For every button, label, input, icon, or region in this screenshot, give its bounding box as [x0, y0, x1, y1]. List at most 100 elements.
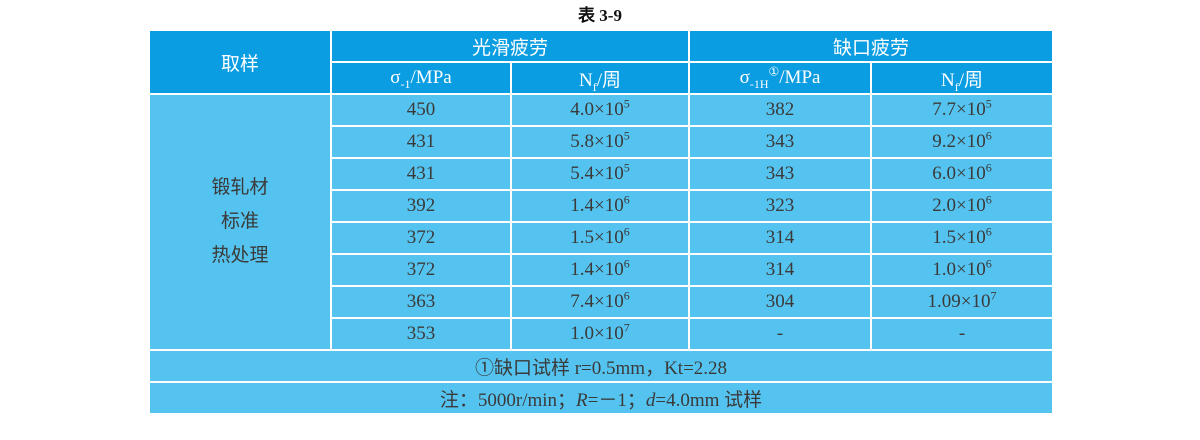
text-segment: =4.0mm 试样: [655, 389, 763, 411]
text-segment: 6: [985, 224, 992, 239]
table-cell: 1.0×107: [509, 317, 691, 351]
table-cell: 392: [330, 189, 512, 223]
table-cell: 光滑疲劳: [329, 29, 691, 63]
text-segment: 6: [985, 128, 992, 143]
table-cell: 372: [330, 221, 512, 255]
table-cell: 锻轧材 标准 热处理: [148, 93, 332, 351]
stress: 372: [406, 259, 436, 280]
sample-line: 标准: [220, 211, 259, 232]
table-cell: Nf/周: [870, 61, 1055, 95]
table-cell: Nf/周: [509, 61, 691, 95]
data-row: 锻轧材 标准 热处理 450 4.0×105 382 7.7×105: [148, 93, 1055, 351]
header-text: 缺口疲劳: [833, 37, 910, 59]
text-segment: 5: [985, 96, 992, 111]
table-cell: 取样: [148, 29, 332, 95]
table-cell: 450: [330, 93, 512, 127]
text-segment: 1.0×10: [570, 323, 624, 344]
sample-line: 锻轧材: [211, 177, 269, 198]
text-segment: /周: [958, 69, 984, 91]
table-cell: σ-1H①/MPa: [688, 61, 873, 95]
text-segment: 5: [623, 96, 630, 111]
table-cell: 323: [688, 189, 873, 223]
text-segment: f: [954, 79, 959, 94]
table-cell: 431: [330, 125, 512, 159]
data-row: 363 7.4×106 304 1.09×107: [149, 285, 1055, 319]
stress: 314: [765, 227, 795, 248]
sample-line: 热处理: [211, 245, 269, 266]
data-row: 372 1.5×106 314 1.5×106: [149, 221, 1055, 255]
table-cell: 343: [688, 125, 873, 159]
table-cell: 1.09×107: [870, 285, 1055, 319]
stress: 353: [406, 323, 436, 344]
text-segment: 5.8×10: [570, 131, 624, 152]
table-cell: 314: [688, 221, 873, 255]
data-table: 取样 光滑疲劳 缺口疲劳 σ-1/MPa Nf/周 σ-1H①/MPa Nf/周 锻轧材 标准热…: [147, 29, 1055, 415]
text-segment: 1.4×10: [570, 195, 624, 216]
table-cell: 1.0×106: [870, 253, 1055, 287]
table-title: 表 3-9: [578, 6, 622, 25]
table-cell: 372: [330, 253, 512, 287]
text-segment: /MPa: [410, 67, 452, 88]
table-cell: 9.2×106: [870, 125, 1055, 159]
table-cell: 1.5×106: [509, 221, 691, 255]
text-segment: 注：5000r/min；: [439, 389, 577, 411]
header-text: 光滑疲劳: [472, 37, 549, 59]
table-cell: 7.7×105: [870, 93, 1055, 127]
text-segment: 2.0×10: [932, 195, 986, 216]
header-row: 取样 光滑疲劳 缺口疲劳: [148, 29, 1055, 95]
text-segment: /周: [596, 69, 622, 91]
data-row: 392 1.4×106 323 2.0×106: [149, 189, 1055, 223]
text-segment: d: [645, 389, 656, 411]
text-segment: 6: [623, 288, 630, 303]
text-segment: R: [576, 389, 588, 411]
text-segment: 1.0×10: [932, 259, 986, 280]
stress: 363: [406, 291, 436, 312]
table-cell: 1.4×106: [509, 253, 691, 287]
text-segment: 7: [990, 288, 997, 303]
data-row: 431 5.8×105 343 9.2×106: [149, 125, 1055, 159]
table-cell: 353: [330, 317, 512, 351]
stress: 392: [406, 195, 436, 216]
text-segment: 6: [985, 256, 992, 271]
text-segment: N: [941, 69, 955, 91]
text-segment: 6.0×10: [932, 163, 986, 184]
table-cell: σ-1/MPa: [330, 61, 512, 95]
text-segment: f: [592, 79, 597, 94]
table-cell: 1.5×106: [870, 221, 1055, 255]
stress: 343: [765, 163, 795, 184]
text-segment: 1.4×10: [570, 259, 624, 280]
text-segment: 1.09×10: [927, 291, 991, 312]
text-segment: 4.0×10: [570, 99, 624, 120]
text-segment: 5: [623, 160, 630, 175]
text-segment: 7: [623, 320, 630, 335]
stress: -: [776, 323, 784, 344]
table-cell: 7.4×106: [509, 285, 691, 319]
stress: 382: [765, 99, 795, 120]
data-row: 372 1.4×106 314 1.0×106: [149, 253, 1055, 287]
table-cell: 1.4×106: [509, 189, 691, 223]
stress: 343: [765, 131, 795, 152]
text-segment: 6: [623, 224, 630, 239]
data-row: 431 5.4×105 343 6.0×106: [149, 157, 1055, 191]
text-segment: 6: [985, 192, 992, 207]
table-cell: 431: [330, 157, 512, 191]
table-cell: 5.4×105: [509, 157, 691, 191]
table-cell: 4.0×105: [509, 93, 691, 127]
table-cell: -: [688, 317, 873, 351]
text-segment: 5: [623, 128, 630, 143]
text-segment: ①缺口试样 r=0.5mm，Kt=2.28: [474, 357, 728, 379]
text-segment: N: [579, 69, 593, 91]
text-segment: 7.4×10: [570, 291, 624, 312]
stress: 431: [406, 163, 436, 184]
text-segment: -1: [400, 76, 411, 91]
text-segment: =－1；: [587, 389, 646, 411]
stress: 372: [406, 227, 436, 248]
stress: 314: [765, 259, 795, 280]
text-segment: 1.5×10: [932, 227, 986, 248]
footnote-row: ①缺口试样 r=0.5mm，Kt=2.28: [147, 349, 1055, 383]
table-cell: 注：5000r/min；R=－1；d=4.0mm 试样: [147, 381, 1055, 415]
text-segment: /MPa: [779, 67, 821, 88]
text-segment: 5.4×10: [570, 163, 624, 184]
stress: 431: [406, 131, 436, 152]
